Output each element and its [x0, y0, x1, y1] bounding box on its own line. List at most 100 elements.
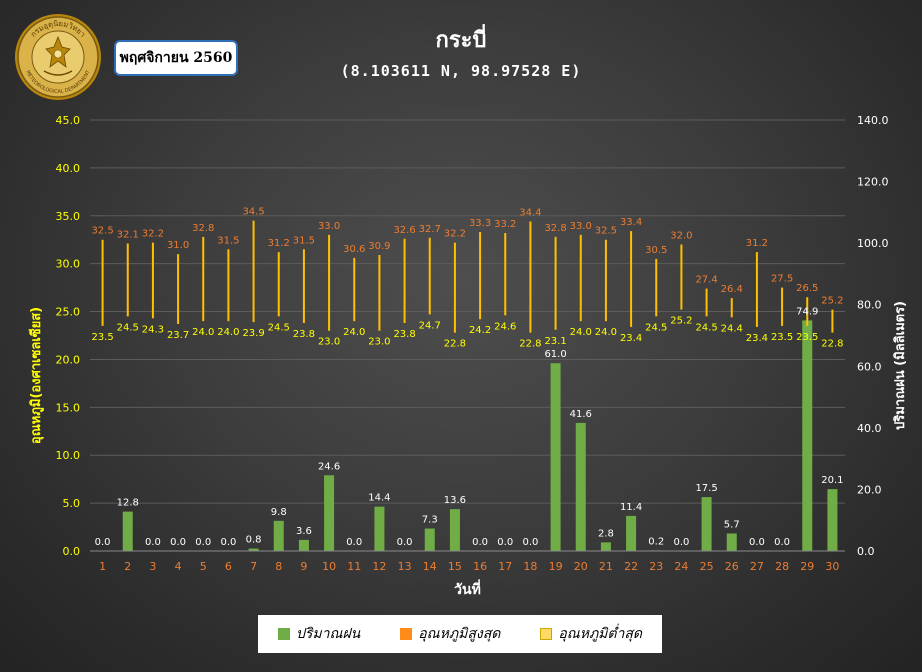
- x-tick-label: 24: [674, 560, 688, 573]
- min-temp-label: 23.5: [91, 332, 113, 343]
- rain-value-label: 0.0: [346, 537, 362, 548]
- logo-seal: กรมอุตุนิยมวิทยา METEOROLOGICAL DEPARTME…: [15, 14, 101, 100]
- left-tick-label: 35.0: [56, 210, 81, 223]
- min-temp-label: 23.7: [167, 330, 189, 341]
- min-temp-label: 23.5: [771, 332, 793, 343]
- max-temp-label: 32.5: [91, 226, 113, 237]
- x-tick-label: 15: [448, 560, 462, 573]
- max-temp-label: 32.5: [595, 226, 617, 237]
- x-tick-label: 14: [423, 560, 437, 573]
- meteorological-department-logo: กรมอุตุนิยมวิทยา METEOROLOGICAL DEPARTME…: [14, 13, 102, 101]
- max-temp-label: 34.4: [519, 208, 541, 219]
- max-temp-label: 27.4: [695, 275, 717, 286]
- rain-value-label: 13.6: [444, 495, 466, 506]
- legend-label-min-temp: อุณหภูมิต่ำสุด: [558, 626, 642, 642]
- chart-subtitle: (8.103611 N, 98.97528 E): [340, 62, 582, 80]
- rain-bar: [726, 533, 737, 551]
- max-temp-label: 31.5: [217, 235, 239, 246]
- rain-value-label: 24.6: [318, 461, 340, 472]
- min-temp-label: 22.8: [444, 339, 466, 350]
- left-tick-label: 15.0: [56, 401, 81, 414]
- min-temp-label: 22.8: [821, 339, 843, 350]
- x-tick-label: 30: [825, 560, 839, 573]
- x-tick-label: 18: [523, 560, 537, 573]
- rain-bar: [298, 539, 309, 551]
- rain-bar: [424, 528, 435, 551]
- right-tick-label: 80.0: [857, 299, 882, 312]
- rain-bar: [802, 320, 813, 551]
- legend-label-max-temp: อุณหภูมิสูงสุด: [418, 626, 501, 642]
- right-tick-label: 0.0: [857, 545, 875, 558]
- x-tick-label: 27: [750, 560, 764, 573]
- right-axis-title: ปริมาณฝน (มิลลิเมตร): [893, 301, 908, 430]
- x-tick-label: 23: [649, 560, 663, 573]
- min-temp-label: 24.7: [419, 320, 441, 331]
- max-temp-label: 33.0: [570, 221, 592, 232]
- min-temp-label: 24.2: [469, 325, 491, 336]
- rain-value-label: 74.9: [796, 306, 818, 317]
- right-tick-label: 40.0: [857, 422, 882, 435]
- max-temp-label: 25.2: [821, 296, 843, 307]
- x-tick-label: 10: [322, 560, 336, 573]
- left-tick-label: 20.0: [56, 353, 81, 366]
- right-tick-label: 20.0: [857, 483, 882, 496]
- min-temp-label: 24.0: [343, 327, 365, 338]
- left-tick-label: 5.0: [63, 497, 81, 510]
- max-temp-label: 31.2: [746, 238, 768, 249]
- rain-value-label: 0.0: [95, 537, 111, 548]
- rain-value-label: 12.8: [117, 498, 139, 509]
- x-tick-label: 22: [624, 560, 638, 573]
- rain-bar: [324, 475, 335, 551]
- left-axis-title: อุณหภูมิ(องศาเซลเซียส): [28, 307, 44, 444]
- x-tick-label: 2: [124, 560, 131, 573]
- legend-swatch-min-temp: [540, 628, 553, 640]
- rain-value-label: 41.6: [570, 409, 592, 420]
- x-tick-label: 25: [700, 560, 714, 573]
- x-axis-title: วันที่: [454, 579, 481, 598]
- max-temp-label: 30.9: [368, 241, 390, 252]
- right-tick-label: 60.0: [857, 360, 882, 373]
- max-temp-label: 32.8: [192, 223, 214, 234]
- min-temp-label: 23.9: [242, 328, 264, 339]
- rain-bars: [122, 320, 838, 551]
- max-temp-label: 26.5: [796, 283, 818, 294]
- x-tick-label: 9: [300, 560, 307, 573]
- right-tick-label: 140.0: [857, 114, 889, 127]
- min-temp-label: 25.2: [670, 316, 692, 327]
- rain-value-label: 2.8: [598, 528, 614, 539]
- rain-value-label: 11.4: [620, 502, 642, 513]
- rain-bar: [575, 422, 586, 551]
- rain-bar: [550, 363, 561, 551]
- x-tick-label: 1: [99, 560, 106, 573]
- legend-item-min-temp: อุณหภูมิต่ำสุด: [540, 623, 642, 645]
- rain-bar: [374, 506, 385, 551]
- x-tick-label: 17: [498, 560, 512, 573]
- x-tick-label: 12: [372, 560, 386, 573]
- rain-value-label: 0.0: [145, 537, 161, 548]
- chart-plot: 0.012.80.0 0.0 0.0 0.0 0.89.83.624.60.014.40…: [28, 114, 908, 598]
- min-temp-label: 23.1: [544, 336, 566, 347]
- min-temp-label: 24.3: [142, 324, 164, 335]
- min-temp-label: 24.5: [117, 322, 139, 333]
- max-temp-label: 32.8: [544, 223, 566, 234]
- left-tick-label: 10.0: [56, 449, 81, 462]
- rain-value-label: 0.0: [749, 537, 765, 548]
- rain-bar: [626, 515, 637, 551]
- rain-bar: [827, 489, 838, 551]
- min-temp-label: 23.0: [368, 337, 390, 348]
- max-temp-label: 32.2: [142, 229, 164, 240]
- min-temp-label: 24.5: [695, 322, 717, 333]
- max-temp-label: 31.2: [268, 238, 290, 249]
- temperature-ranges: [101, 220, 834, 333]
- rain-bar: [600, 542, 611, 551]
- max-temp-label: 31.0: [167, 240, 189, 251]
- max-temp-label: 33.0: [318, 221, 340, 232]
- rain-value-label: 0.0: [673, 537, 689, 548]
- rain-value-label: 61.0: [544, 349, 566, 360]
- left-tick-label: 45.0: [56, 114, 81, 127]
- max-temp-label: 26.4: [721, 284, 743, 295]
- min-temp-label: 24.6: [494, 321, 516, 332]
- min-temp-label: 24.0: [570, 327, 592, 338]
- x-tick-label: 19: [549, 560, 563, 573]
